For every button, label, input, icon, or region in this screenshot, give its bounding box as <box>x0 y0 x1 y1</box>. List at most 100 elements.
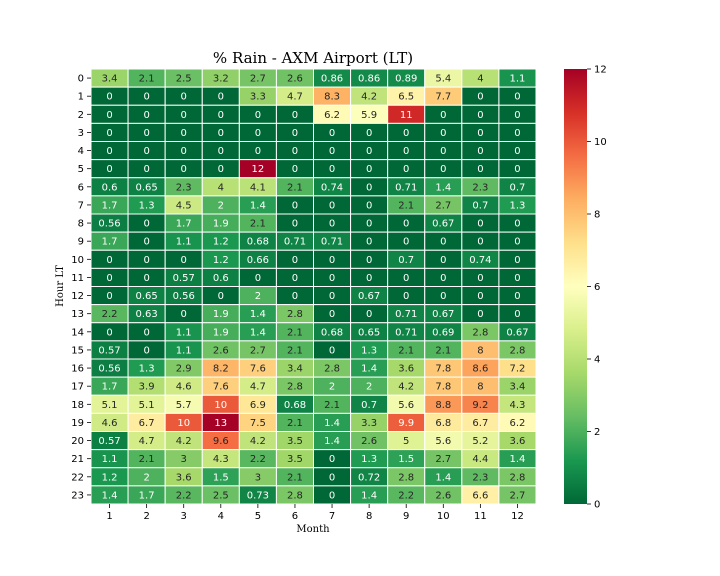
cell-value-label: 0 <box>329 454 335 465</box>
cell-value-label: 0 <box>403 273 409 284</box>
cell-value-label: 0 <box>514 110 520 121</box>
cell-value-label: 9.9 <box>398 418 414 429</box>
cell-value-label: 0.71 <box>395 309 417 320</box>
cell-value-label: 4.2 <box>250 436 266 447</box>
cell-value-label: 0.68 <box>321 327 343 338</box>
cell-value-label: 0 <box>218 291 224 302</box>
cell-value-label: 2.2 <box>176 490 192 501</box>
cell-value-label: 0 <box>366 273 372 284</box>
cell-value-label: 0 <box>106 273 112 284</box>
cell-value-label: 0.67 <box>358 291 380 302</box>
cell-value-label: 0.63 <box>135 309 157 320</box>
x-tick-label: 1 <box>106 511 112 522</box>
cell-value-label: 0 <box>292 128 298 139</box>
y-tick-label: 13 <box>71 309 84 320</box>
y-axis-label: Hour LT <box>55 265 66 307</box>
cell-value-label: 8 <box>477 382 483 393</box>
y-tick-label: 11 <box>71 273 84 284</box>
cell-value-label: 2 <box>255 291 261 302</box>
cell-value-label: 1.3 <box>139 364 155 375</box>
cell-value-label: 5.9 <box>361 110 377 121</box>
cell-value-label: 0 <box>218 110 224 121</box>
cell-value-label: 0 <box>440 291 446 302</box>
cell-value-label: 8.3 <box>324 92 340 103</box>
cell-value-label: 0 <box>366 200 372 211</box>
x-tick-label: 3 <box>181 511 187 522</box>
cell-value-label: 0 <box>181 309 187 320</box>
colorbar-tick-label: 12 <box>594 65 607 76</box>
cell-value-label: 0 <box>218 146 224 157</box>
cell-value-label: 3.2 <box>213 74 229 85</box>
cell-value-label: 0 <box>106 110 112 121</box>
cell-value-label: 0 <box>143 164 149 175</box>
cell-value-label: 1.4 <box>361 490 377 501</box>
cell-value-label: 7.2 <box>510 364 526 375</box>
cell-value-label: 0.57 <box>173 273 195 284</box>
cell-value-label: 0 <box>255 128 261 139</box>
cell-value-label: 0.71 <box>395 327 417 338</box>
cell-value-label: 1.3 <box>510 200 526 211</box>
cell-value-label: 0 <box>329 309 335 320</box>
cell-value-label: 2.3 <box>176 182 192 193</box>
cell-value-label: 0 <box>403 291 409 302</box>
cell-value-label: 0.86 <box>358 74 380 85</box>
cell-value-label: 4.3 <box>510 400 526 411</box>
cell-value-label: 1.4 <box>250 327 266 338</box>
cell-value-label: 0 <box>218 128 224 139</box>
cell-value-label: 0 <box>477 291 483 302</box>
colorbar-ticks: 0 2 4 6 8 10 12 <box>587 65 607 511</box>
cell-value-label: 0 <box>514 309 520 320</box>
cell-value-label: 0 <box>514 128 520 139</box>
cell-value-label: 0 <box>292 164 298 175</box>
y-tick-label: 14 <box>71 327 84 338</box>
cell-value-label: 0.56 <box>98 219 120 230</box>
cell-value-label: 6.7 <box>139 418 155 429</box>
cell-value-label: 0 <box>366 128 372 139</box>
x-tick-label: 8 <box>366 511 372 522</box>
cell-value-label: 0 <box>440 164 446 175</box>
cell-value-label: 0 <box>366 255 372 266</box>
cell-value-label: 5.6 <box>398 400 414 411</box>
cell-value-label: 5.4 <box>435 74 451 85</box>
cell-value-label: 0 <box>143 345 149 356</box>
cell-value-label: 0 <box>440 146 446 157</box>
cell-value-label: 2.8 <box>287 490 303 501</box>
cell-value-label: 0 <box>143 146 149 157</box>
cell-value-label: 3 <box>255 472 261 483</box>
cell-value-label: 2.1 <box>287 182 303 193</box>
cell-value-label: 2.1 <box>287 472 303 483</box>
cell-value-label: 0.86 <box>321 74 343 85</box>
cell-value-label: 0 <box>143 237 149 248</box>
cell-value-label: 0 <box>514 219 520 230</box>
cell-value-label: 0 <box>514 92 520 103</box>
cell-value-label: 1.9 <box>213 219 229 230</box>
cell-value-label: 4.7 <box>250 382 266 393</box>
cell-value-label: 0 <box>477 164 483 175</box>
y-tick-label: 5 <box>78 164 84 175</box>
cell-value-label: 0.7 <box>398 255 414 266</box>
cell-value-label: 8.2 <box>213 364 229 375</box>
y-tick-label: 9 <box>78 237 84 248</box>
y-tick-label: 16 <box>71 364 84 375</box>
x-tick-label: 7 <box>329 511 335 522</box>
cell-value-label: 4.3 <box>213 454 229 465</box>
cell-value-label: 1.4 <box>510 454 526 465</box>
cell-value-label: 0 <box>366 309 372 320</box>
cell-value-label: 0.68 <box>247 237 269 248</box>
cell-value-label: 2.1 <box>287 345 303 356</box>
cell-value-label: 0.66 <box>247 255 269 266</box>
cell-value-label: 0 <box>106 164 112 175</box>
cell-value-label: 0 <box>329 291 335 302</box>
cell-value-label: 0 <box>292 255 298 266</box>
heatmap-cells: 3.4 2.1 2.5 3.2 2.7 2.6 0.86 0.86 0.89 5.4 4 1.1 0 0 0… <box>90 68 537 505</box>
cell-value-label: 1.4 <box>324 436 340 447</box>
cell-value-label: 0 <box>440 128 446 139</box>
colorbar-tick-label: 8 <box>594 210 600 221</box>
y-tick-label: 2 <box>78 110 84 121</box>
cell-value-label: 3.9 <box>139 382 155 393</box>
cell-value-label: 0.7 <box>510 182 526 193</box>
cell-value-label: 2 <box>218 200 224 211</box>
x-tick-label: 9 <box>403 511 409 522</box>
